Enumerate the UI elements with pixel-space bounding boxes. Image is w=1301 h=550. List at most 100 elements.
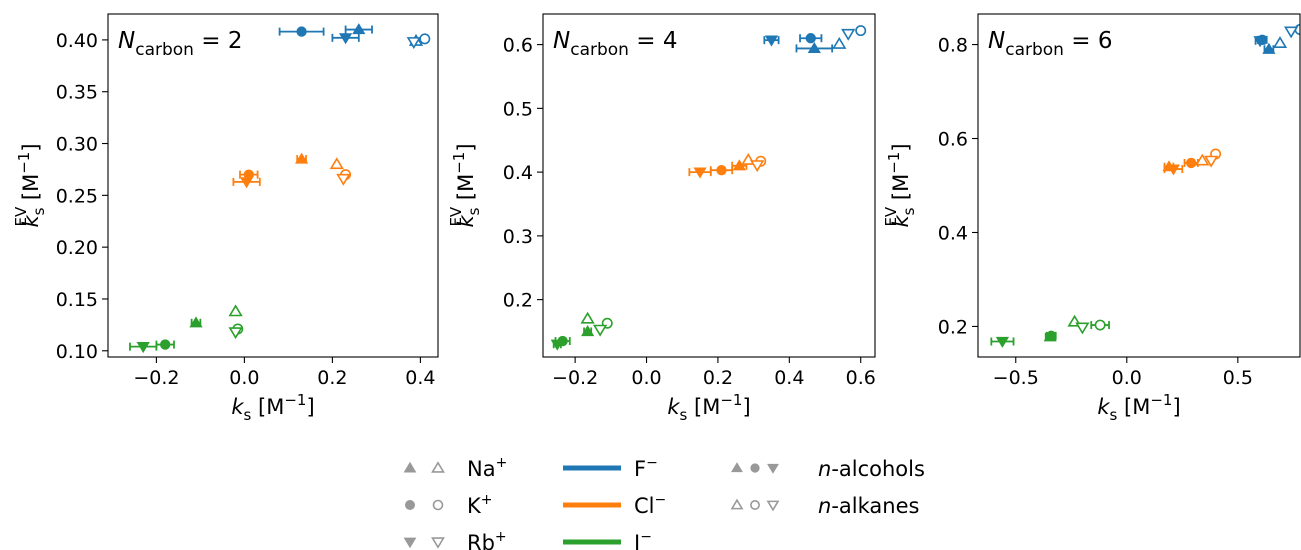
x-tick-label: −0.2 bbox=[552, 367, 598, 389]
legend-type-marker bbox=[767, 463, 779, 474]
y-tick-label: 0.15 bbox=[56, 289, 98, 311]
point-F-Na-alkane bbox=[1272, 36, 1288, 49]
legend-marker-filled bbox=[403, 537, 417, 549]
point-I-K-alkane bbox=[1094, 319, 1106, 331]
data-points bbox=[129, 23, 431, 354]
point-F-Rb-alkane bbox=[406, 37, 421, 49]
point-Cl-Na-alcohol bbox=[1162, 160, 1176, 172]
point-F-Rb-alkane bbox=[1283, 26, 1299, 39]
axes-frame bbox=[542, 13, 876, 358]
y-tick-label: 0.20 bbox=[56, 237, 98, 259]
x-tick-label: 0.2 bbox=[317, 367, 347, 389]
subplot-3: −0.5 0.0 0.5 0.2 0.4 0.6 0.8 Ncarbon = 6 ks [M−1… bbox=[882, 13, 1301, 424]
legend-type-marker bbox=[730, 498, 744, 510]
point-F-Na-alcohol bbox=[352, 23, 366, 35]
y-axis-label: ksEV [M−1] bbox=[447, 143, 483, 227]
y-tick-label: 0.25 bbox=[56, 185, 98, 207]
carbon-annotation: Ncarbon = 4 bbox=[553, 28, 677, 60]
legend-type-marker bbox=[731, 462, 743, 473]
legend-cation-label: Na+ bbox=[467, 455, 507, 481]
point-Cl-K-alcohol bbox=[716, 165, 727, 176]
legend-cation-label: Rb+ bbox=[467, 529, 507, 550]
subplot-2: −0.2 0.0 0.2 0.4 0.6 0.2 0.3 0.4 0.5 0.6 Ncarbon =… bbox=[447, 13, 876, 424]
legend-type-marker bbox=[750, 463, 760, 473]
point-I-Rb-alcohol bbox=[550, 339, 564, 351]
point-I-Rb-alkane bbox=[592, 324, 608, 337]
point-Cl-Rb-alcohol bbox=[693, 167, 707, 179]
legend-type-marker bbox=[750, 500, 760, 510]
legend-anion-label: F− bbox=[634, 455, 658, 481]
x-tick-label: 0.6 bbox=[846, 367, 876, 389]
x-tick-label: 0.4 bbox=[405, 367, 435, 389]
y-axis-label: ksEV [M−1] bbox=[12, 143, 48, 227]
point-Cl-Rb-alkane bbox=[750, 160, 765, 173]
x-tick-label: 0.0 bbox=[1112, 367, 1142, 389]
point-I-Na-alcohol bbox=[581, 325, 595, 337]
carbon-annotation: Ncarbon = 6 bbox=[988, 28, 1112, 60]
data-points bbox=[550, 25, 867, 351]
point-F-K-alcohol bbox=[296, 26, 307, 37]
point-Cl-K-alcohol bbox=[1186, 157, 1197, 169]
point-Cl-Rb-alcohol bbox=[239, 177, 254, 189]
subplot-1: −0.2 0.0 0.2 0.4 0.10 0.15 0.20 0.25 0.30 0.35 0.4… bbox=[12, 13, 439, 424]
y-tick-label: 0.2 bbox=[503, 290, 533, 312]
axes-frame bbox=[107, 13, 439, 358]
point-Cl-Na-alkane bbox=[1195, 153, 1210, 166]
y-tick-label: 0.6 bbox=[938, 129, 968, 151]
x-axis-label: ks [M−1] bbox=[231, 391, 314, 424]
x-axis-label: ks [M−1] bbox=[667, 391, 750, 424]
point-F-Na-alcohol bbox=[1262, 42, 1276, 54]
y-tick-label: 0.35 bbox=[56, 82, 98, 104]
point-I-Rb-alcohol bbox=[136, 342, 150, 354]
point-F-K-alkane bbox=[855, 25, 867, 37]
y-tick-label: 0.30 bbox=[56, 134, 98, 156]
y-tick-label: 0.3 bbox=[503, 226, 533, 248]
point-Cl-Rb-alkane bbox=[336, 173, 351, 186]
point-I-Rb-alkane bbox=[228, 327, 243, 340]
point-F-Rb-alcohol bbox=[338, 33, 353, 45]
point-I-Na-alcohol bbox=[189, 316, 203, 328]
legend-marker-open bbox=[432, 499, 444, 511]
legend-type-label: n-alcohols bbox=[818, 457, 925, 481]
x-tick-label: 0.2 bbox=[703, 367, 733, 389]
y-tick-label: 0.8 bbox=[938, 35, 968, 57]
y-axis-label: ksEV [M−1] bbox=[882, 143, 918, 227]
y-tick-label: 0.5 bbox=[503, 98, 533, 120]
x-tick-label: −0.5 bbox=[993, 367, 1039, 389]
point-I-Na-alkane bbox=[580, 311, 595, 324]
legend-marker-open bbox=[431, 461, 445, 473]
point-F-Na-alkane bbox=[832, 36, 847, 49]
x-axis-label: ks [M−1] bbox=[1097, 391, 1180, 424]
y-tick-label: 0.10 bbox=[56, 341, 98, 363]
legend-anion-label: Cl− bbox=[634, 492, 666, 518]
point-I-K-alcohol bbox=[160, 339, 171, 350]
point-F-Rb-alcohol bbox=[764, 35, 779, 47]
x-tick-label: 0.5 bbox=[1223, 367, 1253, 389]
carbon-annotation: Ncarbon = 2 bbox=[118, 28, 242, 60]
point-F-Na-alcohol bbox=[807, 41, 821, 54]
data-points bbox=[990, 24, 1300, 348]
point-F-Rb-alcohol bbox=[1253, 36, 1267, 48]
point-Cl-Na-alkane bbox=[329, 157, 344, 170]
y-tick-label: 0.2 bbox=[938, 316, 968, 338]
x-tick-label: 0.0 bbox=[631, 367, 661, 389]
legend-type-label: n-alkanes bbox=[818, 494, 919, 518]
legend-marker-open bbox=[431, 537, 445, 549]
legend-marker-filled bbox=[405, 500, 415, 510]
x-tick-label: 0.0 bbox=[229, 367, 259, 389]
axes-frame bbox=[977, 13, 1301, 358]
point-F-Rb-alkane bbox=[841, 28, 856, 41]
point-Cl-Na-alcohol bbox=[732, 159, 746, 171]
point-I-Rb-alkane bbox=[1075, 322, 1090, 335]
point-I-Na-alcohol bbox=[1043, 330, 1057, 342]
point-F-K-alcohol bbox=[805, 33, 816, 44]
legend: Na+ K+ Rb+ F− Cl− I− n-alcohols n-alkanes bbox=[403, 455, 925, 550]
x-tick-label: 0.4 bbox=[774, 367, 804, 389]
y-tick-label: 0.4 bbox=[503, 162, 533, 184]
point-Cl-Na-alcohol bbox=[294, 152, 309, 164]
x-tick-label: −0.2 bbox=[133, 367, 179, 389]
legend-type-marker bbox=[766, 500, 780, 512]
y-tick-label: 0.6 bbox=[503, 35, 533, 57]
point-F-K-alkane bbox=[419, 33, 431, 45]
